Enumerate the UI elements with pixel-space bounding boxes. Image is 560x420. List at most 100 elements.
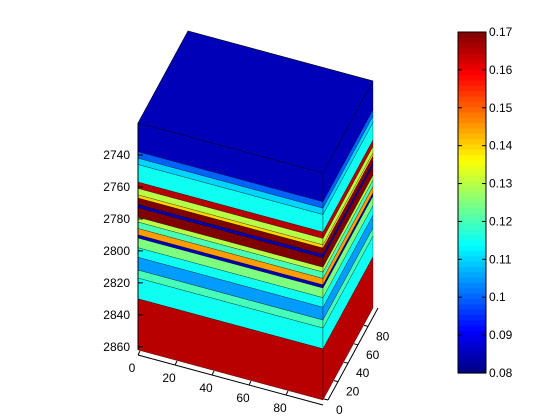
colorbar-segment (458, 218, 486, 225)
colorbar-segment (458, 293, 486, 300)
depth-tick-label: 2840 (103, 308, 130, 322)
colorbar-segment (458, 149, 486, 156)
colorbar-segment (458, 250, 486, 257)
colorbar-segment (458, 351, 486, 358)
colorbar-segment (458, 106, 486, 113)
colorbar-segment (458, 229, 486, 236)
depth-tick-label: 2740 (103, 148, 130, 162)
colorbar-segment (458, 181, 486, 188)
colorbar-tick-label: 0.16 (489, 63, 513, 77)
depth-tick-label: 2820 (103, 276, 130, 290)
colorbar-segment (458, 335, 486, 342)
colorbar-segment (458, 202, 486, 209)
colorbar-tick-label: 0.1 (489, 290, 506, 304)
y-tick-mark (323, 398, 329, 401)
depth-tick-label: 2760 (103, 180, 130, 194)
y-tick-mark (363, 324, 369, 327)
depth-tick-label: 2800 (103, 244, 130, 258)
x-tick-mark (248, 380, 252, 386)
layer-block-3d (137, 30, 374, 401)
x-tick-mark (174, 360, 178, 366)
layer-side-19 (322, 256, 374, 401)
colorbar-tick-label: 0.14 (489, 139, 513, 153)
colorbar-segment (458, 143, 486, 150)
depth-tick-label: 2780 (103, 212, 130, 226)
colorbar-segment (458, 85, 486, 92)
y-tick-mark (343, 361, 349, 364)
colorbar-segment (458, 53, 486, 60)
colorbar-segment (458, 367, 486, 374)
colorbar-segment (458, 111, 486, 118)
colorbar-segment (458, 90, 486, 97)
colorbar-segment (458, 69, 486, 76)
colorbar-segment (458, 277, 486, 284)
colorbar-tick-label: 0.11 (489, 252, 512, 266)
y-tick-label: 60 (366, 348, 380, 362)
y-tick-label: 80 (376, 329, 390, 343)
colorbar-segment (458, 239, 486, 246)
colorbar-segment (458, 309, 486, 315)
colorbar-segment (458, 346, 486, 353)
colorbar-segment (458, 325, 486, 331)
colorbar-segment (458, 362, 486, 369)
colorbar-segment (458, 330, 486, 337)
y-tick-mark (333, 380, 339, 383)
colorbar-segment (458, 165, 486, 172)
y-tick-mark (353, 343, 359, 346)
colorbar-tick-label: 0.17 (489, 25, 513, 39)
colorbar-segment (458, 207, 486, 214)
colorbar-segment (458, 74, 486, 81)
colorbar-segment (458, 319, 486, 326)
colorbar-segment (458, 159, 486, 166)
x-tick-label: 80 (273, 401, 287, 415)
colorbar-segment (458, 101, 486, 108)
colorbar-segment (458, 122, 486, 129)
x-tick-mark (285, 390, 289, 396)
x-tick-mark (137, 350, 141, 356)
colorbar-tick-label: 0.13 (489, 177, 513, 191)
colorbar-segment (458, 287, 486, 294)
colorbar-segment (458, 271, 486, 278)
x-tick-label: 20 (162, 371, 176, 385)
colorbar-segment (458, 303, 486, 310)
x-tick-label: 0 (129, 361, 136, 375)
colorbar-segment (458, 261, 486, 268)
colorbar-segment (458, 341, 486, 347)
colorbar-tick-label: 0.08 (489, 366, 513, 380)
colorbar-segment (458, 314, 486, 321)
colorbar-segment (458, 42, 486, 49)
colorbar-segment (458, 234, 486, 241)
colorbar-segment (458, 95, 486, 102)
colorbar-segment (458, 213, 486, 220)
colorbar-segment (458, 37, 486, 44)
x-tick-label: 40 (199, 381, 213, 395)
x-axis-line (137, 354, 324, 406)
colorbar-segment (458, 47, 486, 54)
x-tick-mark (211, 370, 215, 376)
colorbar-segment (458, 282, 486, 289)
colorbar-tick-label: 0.15 (489, 101, 513, 115)
colorbar-segment (458, 127, 486, 134)
colorbar-tick-label: 0.12 (489, 214, 513, 228)
x-tick-label: 60 (236, 391, 250, 405)
colorbar-segment (458, 133, 486, 140)
colorbar-segment (458, 197, 486, 204)
colorbar-frame (457, 31, 487, 374)
y-tick-label: 40 (356, 366, 370, 380)
y-tick-label: 0 (336, 403, 343, 417)
colorbar-segment (458, 357, 486, 363)
colorbar-segment (458, 191, 486, 198)
colorbar-segment (458, 186, 486, 193)
y-axis-line (327, 307, 379, 401)
colorbar-segment (458, 117, 486, 124)
colorbar-segment (458, 266, 486, 273)
colorbar-segment (458, 138, 486, 145)
colorbar-segment (458, 298, 486, 305)
colorbar-segment (458, 223, 486, 230)
colorbar-segment (458, 32, 486, 38)
colorbar-segment (458, 170, 486, 177)
colorbar-tick-label: 0.09 (489, 328, 513, 342)
colorbar-segment (458, 63, 486, 70)
